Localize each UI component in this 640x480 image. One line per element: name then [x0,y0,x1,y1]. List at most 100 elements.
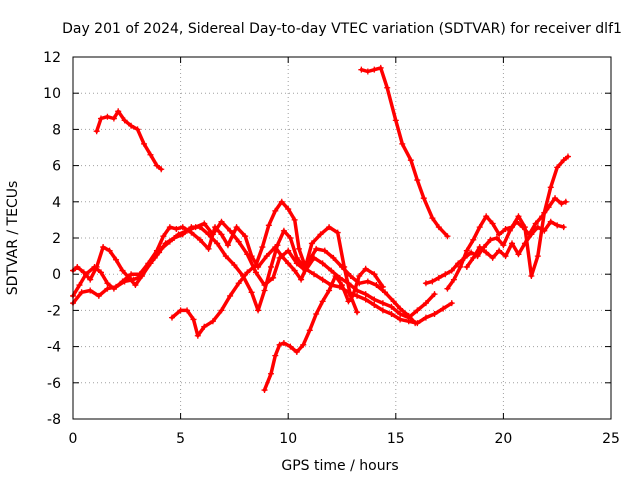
data-point [362,296,369,303]
data-point [227,227,234,234]
data-point [255,263,262,270]
data-point [201,220,208,227]
data-point [255,307,262,314]
data-point [97,115,104,122]
data-point [489,220,496,227]
data-point [104,280,111,287]
data-point [158,166,165,173]
data-point [534,224,541,231]
data-point [173,225,180,232]
data-point [313,245,320,252]
data-point [252,269,259,276]
data-point [196,224,203,231]
data-point [295,245,302,252]
data-point [76,282,83,289]
data-point [356,273,363,280]
data-point [287,343,294,350]
data-point [435,274,442,281]
data-point [188,224,195,231]
data-point [302,265,309,272]
data-point [326,224,333,231]
data-point [171,235,178,241]
data-point [450,276,457,283]
data-point [115,108,122,115]
data-point [293,254,300,261]
data-point [261,387,268,394]
data-point [560,157,567,164]
data-point [528,273,535,280]
data-point [493,235,500,241]
data-point [319,298,326,305]
data-point [293,260,300,267]
data-point [291,267,298,274]
y-tick-label: 4 [52,195,61,211]
data-point [442,271,449,278]
data-point [463,247,470,254]
data-point [231,262,238,269]
data-point [339,263,345,270]
data-point [388,311,395,318]
chart-title: Day 201 of 2024, Sidereal Day-to-day VTE… [62,21,622,37]
data-point [278,198,285,205]
data-point [489,254,496,261]
data-point [414,177,421,184]
data-point [336,274,343,281]
data-point [132,282,139,289]
data-point [285,247,292,254]
data-point [244,269,251,276]
data-point [334,229,341,236]
data-point [397,316,404,323]
data-point [509,224,516,231]
data-point [87,276,94,283]
y-axis-label: SDTVAR / TECUs [5,181,21,296]
data-point [240,273,247,280]
data-point [487,236,494,243]
data-point [244,251,251,258]
data-point [362,291,369,298]
data-point [444,233,451,240]
data-point [276,254,283,261]
data-point [414,320,421,327]
data-point [267,370,274,377]
data-point [347,273,354,280]
data-point [382,289,389,296]
data-point [128,122,135,129]
data-point [177,307,184,314]
data-point [119,267,126,274]
data-point [440,305,447,312]
data-point [248,289,255,296]
data-point [502,225,509,232]
data-point [93,128,100,135]
data-point [431,291,438,298]
data-point [509,240,516,247]
data-point [235,238,242,245]
data-point [422,300,429,307]
y-tick-label: -2 [47,303,61,319]
data-point [160,233,167,240]
data-point [328,267,335,274]
data-point [420,195,427,202]
data-point [218,307,225,314]
data-point [259,244,266,251]
data-point [121,278,128,285]
x-tick-label: 10 [279,431,297,447]
data-point [184,307,191,314]
data-point [554,222,561,229]
data-point [422,314,429,321]
y-tick-label: -6 [47,376,61,392]
data-point [141,140,148,147]
data-point [147,260,154,267]
data-point [496,231,503,238]
data-point [390,298,397,305]
data-point [470,254,477,261]
data-point [448,267,455,274]
data-point [235,280,242,287]
data-point [205,231,212,238]
x-tick-label: 0 [69,431,78,447]
data-point [242,233,249,240]
data-point [534,253,541,260]
data-point [87,287,94,294]
data-point [377,64,384,71]
series-arc-2 [359,66,450,238]
